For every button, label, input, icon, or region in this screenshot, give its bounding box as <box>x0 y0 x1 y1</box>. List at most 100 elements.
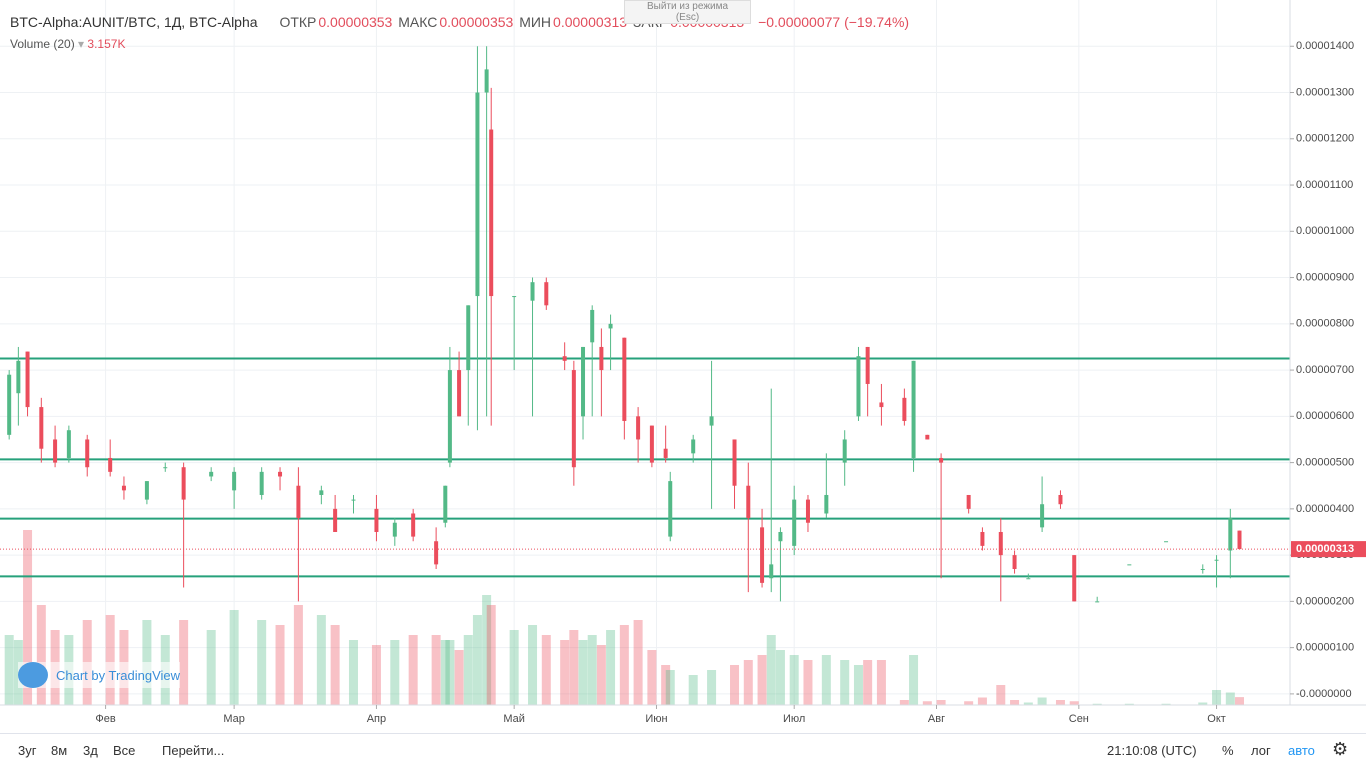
candle-body <box>608 323 613 329</box>
candle-body <box>296 485 301 519</box>
x-tick-label: Авг <box>928 713 945 725</box>
range-button[interactable]: 3уг <box>18 743 37 758</box>
volume-bar <box>541 635 551 705</box>
volume-bar <box>348 640 358 705</box>
tooltip: Выйти из режима (Esc) <box>624 0 751 24</box>
y-tick-label: 0.00000200 <box>1296 595 1354 607</box>
volume-bar <box>229 610 239 705</box>
candle-body <box>778 531 783 542</box>
x-tick-label: Окт <box>1207 713 1226 725</box>
x-tick-label: Фев <box>95 713 115 725</box>
candle-body <box>760 527 765 583</box>
volume-bar <box>1055 700 1065 705</box>
y-tick-label: 0.00001400 <box>1296 40 1354 52</box>
volume-bar <box>1161 703 1171 705</box>
volume-bar <box>899 700 909 705</box>
candle-body <box>1228 518 1233 551</box>
candle-body <box>411 513 416 537</box>
volume-bar <box>1023 702 1033 705</box>
candle-body <box>39 407 44 449</box>
candle-body <box>1237 530 1242 550</box>
candle-body <box>85 439 90 468</box>
volume-label: Volume (20) <box>10 37 75 51</box>
volume-bar <box>619 625 629 705</box>
settings-button[interactable]: ⚙ <box>1332 739 1349 759</box>
candle-body <box>278 471 283 477</box>
candle-body <box>259 471 264 495</box>
candle-body <box>232 471 237 491</box>
candle-body <box>16 360 21 394</box>
volume-bar <box>647 650 657 705</box>
volume-bar <box>730 665 740 705</box>
y-tick-label: 0.00000700 <box>1296 364 1354 376</box>
candle-body <box>1095 601 1100 603</box>
log-button[interactable]: лог <box>1251 743 1271 758</box>
volume-bar <box>371 645 381 705</box>
candle-body <box>434 541 439 565</box>
candle-body <box>392 522 397 537</box>
volume-bar <box>661 665 671 705</box>
y-tick-label: 0.00000400 <box>1296 503 1354 515</box>
low-label: МИН <box>519 14 552 30</box>
candle-body <box>649 425 654 463</box>
volume-bar <box>509 630 519 705</box>
candle-body <box>319 490 324 495</box>
candle-body <box>805 499 810 523</box>
candle-body <box>1040 504 1045 528</box>
volume-bar <box>587 635 597 705</box>
volume-bar <box>707 670 717 705</box>
volume-bar <box>803 660 813 705</box>
candle-body <box>599 346 604 371</box>
range-button[interactable]: 3д <box>83 743 98 758</box>
candle-body <box>333 508 338 532</box>
x-tick-label: Июн <box>645 713 667 725</box>
volume-bar <box>463 635 473 705</box>
volume-bar <box>36 605 46 705</box>
volume-bar <box>789 655 799 705</box>
volume-bar <box>922 701 932 705</box>
volume-bar <box>569 630 579 705</box>
candle-body <box>562 356 567 361</box>
y-tick-label: 0.00001100 <box>1296 179 1353 191</box>
y-tick-label: 0.00000900 <box>1296 271 1354 283</box>
percent-button[interactable]: % <box>1222 743 1234 758</box>
candle-body <box>622 337 627 421</box>
candle-body <box>911 360 916 458</box>
volume-bar <box>1235 697 1245 705</box>
x-tick-label: Май <box>503 713 525 725</box>
watermark[interactable]: Chart by TradingView <box>18 662 181 688</box>
candle-body <box>980 531 985 546</box>
volume-bar <box>528 625 538 705</box>
candle-body <box>121 485 126 491</box>
candle-body <box>530 282 535 301</box>
candle-body <box>590 309 595 343</box>
goto-button[interactable]: Перейти... <box>162 743 225 758</box>
candle-body <box>1012 555 1017 569</box>
candle-body <box>25 351 30 408</box>
volume-bar <box>257 620 267 705</box>
volume-bar <box>996 685 1006 705</box>
volume-bar <box>445 640 455 705</box>
volume-bar <box>560 640 570 705</box>
watermark-text: Chart by TradingView <box>56 667 181 683</box>
volume-bar <box>1092 703 1102 705</box>
range-button[interactable]: Все <box>113 743 136 758</box>
volume-bar <box>1212 690 1222 705</box>
candle-body <box>824 494 829 514</box>
candle-body <box>571 370 576 468</box>
volume-bar <box>863 660 873 705</box>
last-price-tag <box>1291 541 1366 558</box>
volume-bar <box>743 660 753 705</box>
candle-body <box>709 416 714 426</box>
volume-bar <box>206 630 216 705</box>
volume-bar <box>775 650 785 705</box>
auto-button[interactable]: авто <box>1288 743 1315 758</box>
volume-bar <box>1069 701 1079 705</box>
volume-bar <box>408 635 418 705</box>
range-button[interactable]: 8м <box>51 743 68 758</box>
volume-bar <box>431 635 441 705</box>
volume-bar <box>1124 703 1134 705</box>
x-tick-label: Мар <box>223 713 245 725</box>
candle-body <box>792 499 797 546</box>
